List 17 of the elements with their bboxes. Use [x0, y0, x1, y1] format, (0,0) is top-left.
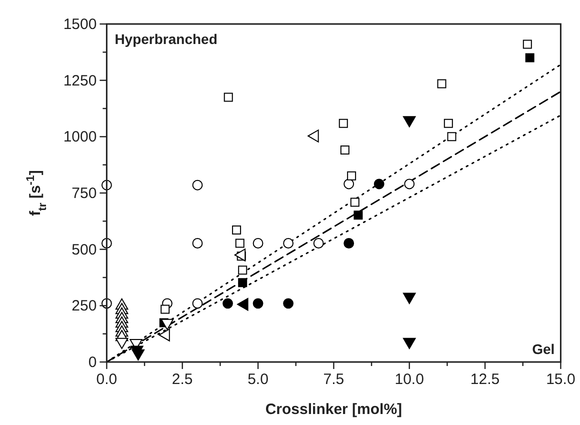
y-tick-label: 1250	[63, 72, 97, 90]
x-tick-label: 15.0	[546, 371, 576, 388]
annotation: Gel	[532, 341, 555, 357]
x-tick-label: 10.0	[394, 371, 424, 388]
y-tick-label: 1500	[63, 16, 97, 33]
y-tick-label: 250	[72, 298, 97, 315]
y-tick-label: 500	[72, 241, 97, 258]
x-tick-label: 5.0	[248, 371, 268, 388]
y-tick-label: 750	[72, 185, 97, 202]
x-tick-label: 0.0	[96, 371, 118, 388]
y-tick-label: 0	[88, 354, 97, 371]
x-tick-label: 2.5	[172, 371, 193, 388]
x-tick-label: 7.5	[323, 371, 344, 388]
x-axis-title: Crosslinker [mol%]	[265, 401, 402, 418]
y-tick-label: 1000	[63, 128, 97, 146]
x-tick-label: 12.5	[470, 371, 500, 388]
annotation: Hyperbranched	[114, 31, 218, 47]
